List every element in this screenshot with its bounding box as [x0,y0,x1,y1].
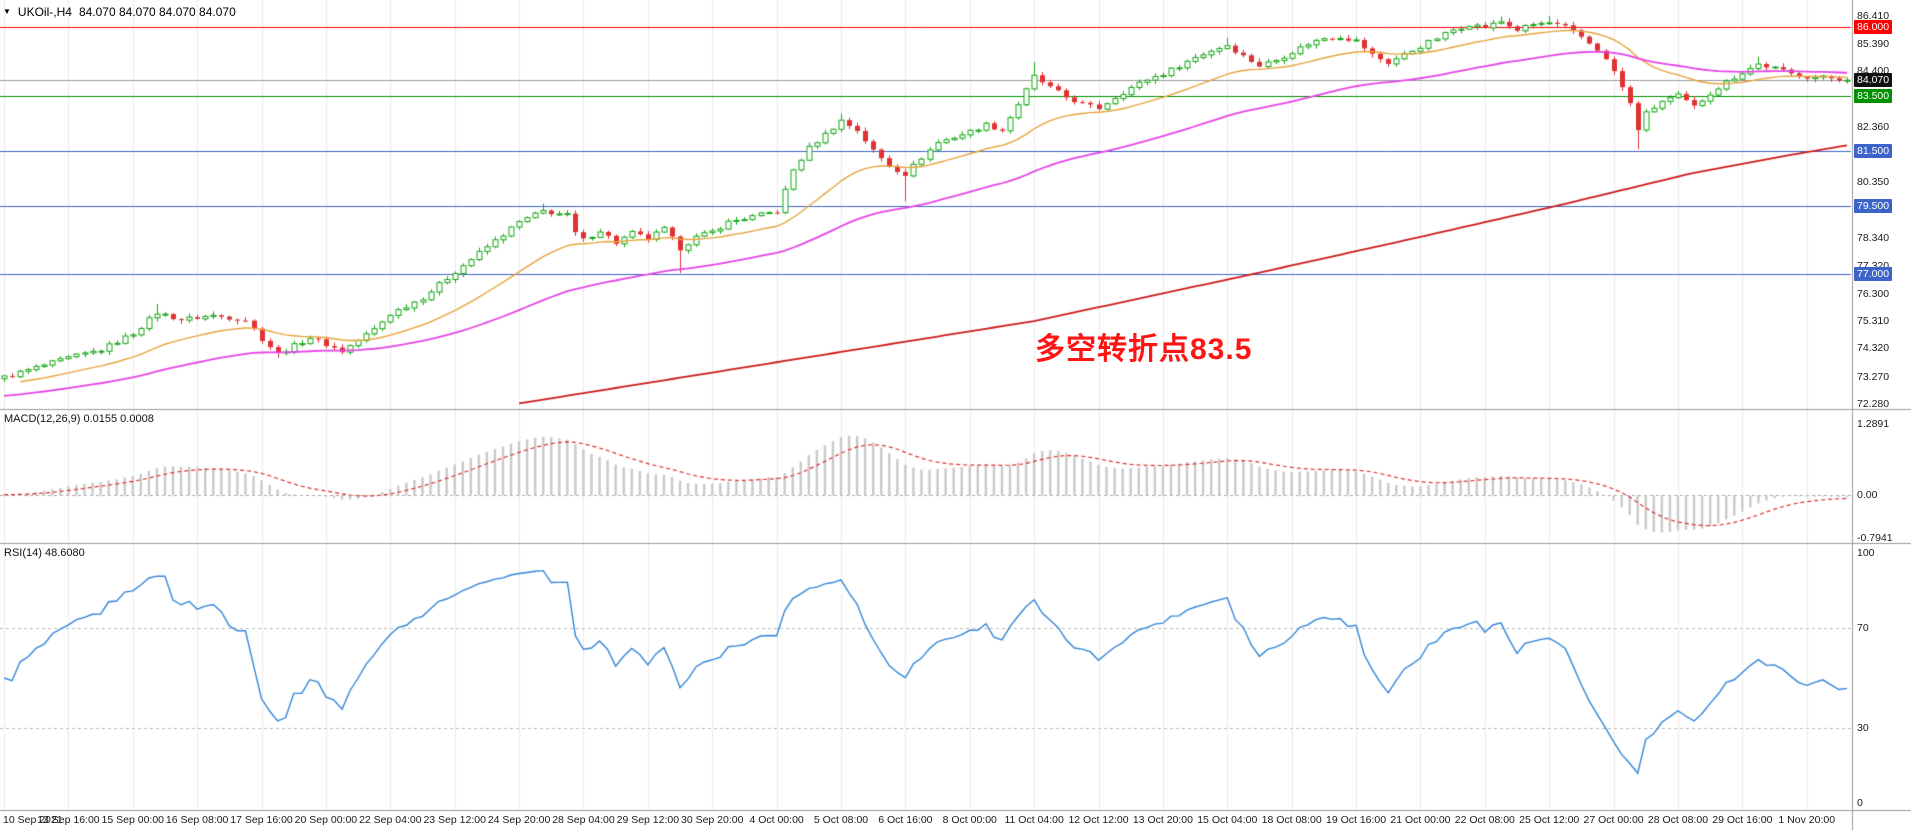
time-axis-label: 8 Oct 00:00 [942,814,997,826]
price-level-badge: 84.070 [1854,73,1893,88]
rsi-axis-label: 100 [1857,547,1875,559]
pane-divider-rsi-dates [0,809,1911,813]
macd-axis-label: -0.7941 [1857,532,1893,544]
time-axis-label: 16 Sep 08:00 [165,814,229,826]
price-level-badge: 86.000 [1854,20,1893,35]
time-axis-label: 15 Oct 04:00 [1197,814,1258,826]
time-axis-label: 15 Sep 00:00 [101,814,165,826]
macd-axis-label: 1.2891 [1857,418,1890,430]
price-axis: 86.41085.39084.40083.38082.36081.37080.3… [1853,0,1911,830]
time-axis-label: 29 Oct 16:00 [1712,814,1773,826]
time-axis-label: 6 Oct 16:00 [878,814,933,826]
chart-header: ▼ UKOil-,H4 84.070 84.070 84.070 84.070 [3,5,236,19]
macd-axis-label: 0.00 [1857,488,1878,501]
price-axis-label: 85.390 [1857,38,1890,50]
rsi-axis-label: 0 [1857,797,1863,809]
time-axis-label: 1 Nov 20:00 [1778,814,1836,826]
macd-indicator-label: MACD(12,26,9) 0.0155 0.0008 [4,413,154,425]
time-axis-label: 5 Oct 08:00 [813,814,869,826]
price-axis-label: 74.320 [1857,341,1890,354]
time-axis-label: 10 Sep 2021 [3,814,63,826]
time-axis-label: 13 Sep 16:00 [37,814,100,826]
price-level-badge: 77.000 [1854,267,1893,282]
rsi-axis-label: 30 [1857,722,1869,734]
time-axis-label: 28 Oct 08:00 [1647,814,1709,826]
pane-divider-macd-rsi[interactable] [0,542,1911,546]
time-axis-label: 18 Oct 08:00 [1261,814,1322,826]
time-axis-label: 20 Sep 00:00 [294,814,358,826]
time-axis-label: 11 Oct 04:00 [1004,814,1064,826]
time-axis-label: 17 Sep 16:00 [230,814,293,826]
chart-annotation-text[interactable]: 多空转折点83.5 [1035,333,1253,366]
time-axis-label: 23 Sep 12:00 [423,814,486,826]
time-axis-label: 28 Sep 04:00 [552,814,615,826]
time-axis-label: 24 Sep 20:00 [487,814,551,826]
time-axis-label: 4 Oct 00:00 [749,814,804,826]
price-axis-label: 76.300 [1857,287,1890,300]
time-axis-label: 21 Oct 00:00 [1390,814,1451,826]
price-axis-label: 73.270 [1857,370,1890,383]
time-axis-label: 22 Sep 04:00 [359,814,422,826]
time-axis-label: 13 Oct 20:00 [1132,814,1193,826]
time-axis-label: 27 Oct 00:00 [1583,814,1644,826]
price-axis-label: 75.310 [1857,314,1890,327]
time-axis-label: 12 Oct 12:00 [1068,814,1129,826]
symbol-marker-icon: ▼ [3,7,11,16]
time-axis-label: 25 Oct 12:00 [1519,814,1580,826]
time-axis: 10 Sep 2021 13 Sep 16:00 15 Sep 00:00 16 Se… [0,814,1911,830]
symbol-title: UKOil-,H4 [17,5,72,19]
time-axis-label: 22 Oct 08:00 [1454,814,1515,826]
time-axis-label: 29 Sep 12:00 [616,814,680,826]
price-level-badge: 79.500 [1854,198,1893,213]
time-axis-label: 19 Oct 16:00 [1325,814,1387,826]
price-axis-label: 82.360 [1857,121,1890,134]
price-axis-label: 72.280 [1857,398,1890,410]
price-axis-label: 80.350 [1857,176,1890,189]
price-level-badge: 83.500 [1854,88,1893,103]
price-axis-label: 78.340 [1857,231,1890,244]
price-level-badge: 81.500 [1854,143,1893,158]
rsi-axis-label: 70 [1857,622,1869,634]
price-axis-label: 86.410 [1857,10,1890,22]
rsi-indicator-label: RSI(14) 48.6080 [4,547,85,559]
pane-divider-price-macd[interactable] [0,408,1911,412]
ohlc-values: 84.070 84.070 84.070 84.070 [78,5,236,19]
time-axis-label: 30 Sep 20:00 [680,814,744,826]
